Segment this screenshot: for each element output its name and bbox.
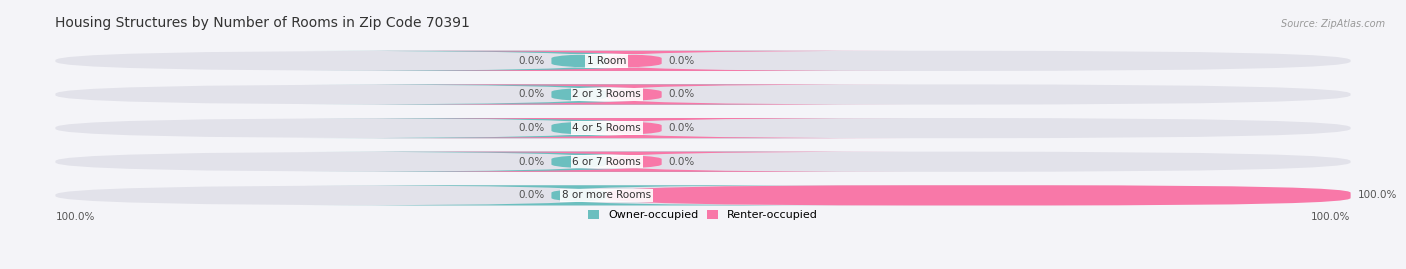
FancyBboxPatch shape bbox=[55, 152, 1351, 172]
FancyBboxPatch shape bbox=[359, 118, 910, 138]
FancyBboxPatch shape bbox=[55, 84, 1351, 105]
Text: 0.0%: 0.0% bbox=[669, 56, 695, 66]
Text: 1 Room: 1 Room bbox=[586, 56, 626, 66]
FancyBboxPatch shape bbox=[304, 118, 855, 138]
Text: 0.0%: 0.0% bbox=[519, 123, 544, 133]
FancyBboxPatch shape bbox=[359, 51, 910, 71]
Text: 0.0%: 0.0% bbox=[519, 90, 544, 100]
FancyBboxPatch shape bbox=[359, 84, 910, 105]
Text: 8 or more Rooms: 8 or more Rooms bbox=[562, 190, 651, 200]
Legend: Owner-occupied, Renter-occupied: Owner-occupied, Renter-occupied bbox=[583, 205, 823, 224]
Text: Source: ZipAtlas.com: Source: ZipAtlas.com bbox=[1281, 19, 1385, 29]
FancyBboxPatch shape bbox=[606, 185, 1351, 206]
FancyBboxPatch shape bbox=[55, 185, 1351, 206]
Text: 100.0%: 100.0% bbox=[55, 212, 94, 222]
FancyBboxPatch shape bbox=[55, 51, 1351, 71]
Text: 100.0%: 100.0% bbox=[1312, 212, 1351, 222]
FancyBboxPatch shape bbox=[359, 152, 910, 172]
Text: 6 or 7 Rooms: 6 or 7 Rooms bbox=[572, 157, 641, 167]
Text: 100.0%: 100.0% bbox=[1358, 190, 1398, 200]
Text: 0.0%: 0.0% bbox=[669, 90, 695, 100]
FancyBboxPatch shape bbox=[304, 51, 855, 71]
FancyBboxPatch shape bbox=[304, 152, 855, 172]
Text: Housing Structures by Number of Rooms in Zip Code 70391: Housing Structures by Number of Rooms in… bbox=[55, 16, 470, 30]
Text: 0.0%: 0.0% bbox=[519, 157, 544, 167]
FancyBboxPatch shape bbox=[55, 118, 1351, 138]
FancyBboxPatch shape bbox=[304, 185, 855, 206]
Text: 0.0%: 0.0% bbox=[519, 56, 544, 66]
FancyBboxPatch shape bbox=[304, 84, 855, 105]
Text: 2 or 3 Rooms: 2 or 3 Rooms bbox=[572, 90, 641, 100]
Text: 4 or 5 Rooms: 4 or 5 Rooms bbox=[572, 123, 641, 133]
Text: 0.0%: 0.0% bbox=[519, 190, 544, 200]
Text: 0.0%: 0.0% bbox=[669, 157, 695, 167]
Text: 0.0%: 0.0% bbox=[669, 123, 695, 133]
